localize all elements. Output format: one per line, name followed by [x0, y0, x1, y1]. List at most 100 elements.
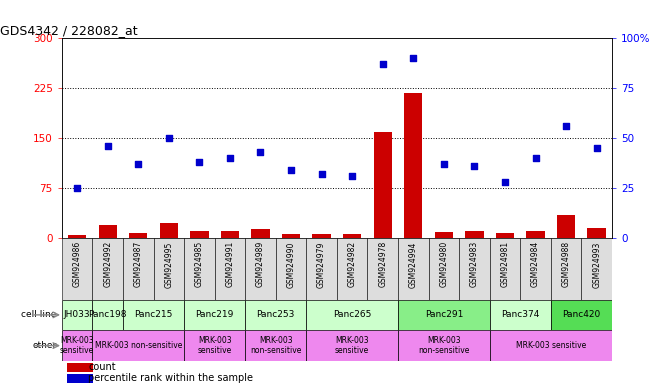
- Bar: [123, 300, 184, 330]
- Text: GDS4342 / 228082_at: GDS4342 / 228082_at: [0, 24, 137, 37]
- Point: [133, 161, 143, 167]
- Bar: [154, 238, 184, 300]
- Bar: [398, 330, 490, 361]
- Text: GSM924993: GSM924993: [592, 241, 601, 288]
- Point: [500, 179, 510, 185]
- Point: [286, 167, 296, 173]
- Text: GSM924990: GSM924990: [286, 241, 296, 288]
- Text: MRK-003
sensitive: MRK-003 sensitive: [335, 336, 369, 355]
- Point: [163, 135, 174, 141]
- Bar: [62, 330, 92, 361]
- Bar: [221, 232, 239, 238]
- Bar: [184, 300, 245, 330]
- Text: cell line: cell line: [21, 310, 57, 319]
- Bar: [404, 93, 422, 238]
- Bar: [307, 300, 398, 330]
- Text: Panc198: Panc198: [89, 310, 127, 319]
- Point: [439, 161, 449, 167]
- Point: [102, 143, 113, 149]
- Text: GSM924980: GSM924980: [439, 241, 449, 287]
- Text: GSM924994: GSM924994: [409, 241, 418, 288]
- Bar: [490, 238, 520, 300]
- Bar: [67, 374, 93, 383]
- Point: [316, 171, 327, 177]
- Bar: [62, 238, 92, 300]
- Bar: [282, 234, 300, 238]
- Bar: [490, 300, 551, 330]
- Bar: [496, 233, 514, 238]
- Text: GSM924983: GSM924983: [470, 241, 479, 287]
- Bar: [581, 238, 612, 300]
- Bar: [490, 330, 612, 361]
- Bar: [68, 235, 87, 238]
- Text: MRK-003 sensitive: MRK-003 sensitive: [516, 341, 586, 350]
- Text: Panc374: Panc374: [501, 310, 540, 319]
- Text: Panc253: Panc253: [256, 310, 295, 319]
- Bar: [245, 238, 276, 300]
- Text: Panc420: Panc420: [562, 310, 600, 319]
- Point: [255, 149, 266, 155]
- Point: [347, 173, 357, 179]
- Text: GSM924978: GSM924978: [378, 241, 387, 287]
- Point: [72, 185, 82, 191]
- Bar: [367, 238, 398, 300]
- Bar: [587, 228, 606, 238]
- Bar: [215, 238, 245, 300]
- Text: MRK-003 non-sensitive: MRK-003 non-sensitive: [94, 341, 182, 350]
- Point: [408, 55, 419, 61]
- Text: GSM924995: GSM924995: [164, 241, 173, 288]
- Bar: [398, 300, 490, 330]
- Text: JH033: JH033: [64, 310, 90, 319]
- Bar: [343, 234, 361, 238]
- Point: [225, 155, 235, 161]
- Text: percentile rank within the sample: percentile rank within the sample: [89, 373, 253, 383]
- Bar: [435, 232, 453, 238]
- Text: Panc291: Panc291: [424, 310, 463, 319]
- Bar: [307, 238, 337, 300]
- Point: [469, 163, 480, 169]
- Bar: [520, 238, 551, 300]
- Bar: [123, 238, 154, 300]
- Bar: [307, 330, 398, 361]
- Text: MRK-003
sensitive: MRK-003 sensitive: [60, 336, 94, 355]
- Text: GSM924987: GSM924987: [133, 241, 143, 287]
- Text: GSM924991: GSM924991: [225, 241, 234, 287]
- Text: GSM924982: GSM924982: [348, 241, 357, 287]
- Bar: [312, 234, 331, 238]
- Text: MRK-003
sensitive: MRK-003 sensitive: [197, 336, 232, 355]
- Text: Panc265: Panc265: [333, 310, 371, 319]
- Bar: [184, 330, 245, 361]
- Bar: [527, 232, 545, 238]
- Bar: [184, 238, 215, 300]
- Text: GSM924992: GSM924992: [104, 241, 112, 287]
- Bar: [374, 132, 392, 238]
- Bar: [398, 238, 428, 300]
- Bar: [190, 232, 208, 238]
- Text: GSM924979: GSM924979: [317, 241, 326, 288]
- Bar: [98, 225, 117, 238]
- Text: GSM924989: GSM924989: [256, 241, 265, 287]
- Bar: [428, 238, 459, 300]
- Bar: [465, 232, 484, 238]
- Point: [561, 123, 572, 129]
- Bar: [251, 229, 270, 238]
- Bar: [62, 300, 92, 330]
- Bar: [159, 223, 178, 238]
- Bar: [551, 300, 612, 330]
- Text: GSM924985: GSM924985: [195, 241, 204, 287]
- Text: MRK-003
non-sensitive: MRK-003 non-sensitive: [250, 336, 301, 355]
- Bar: [129, 233, 147, 238]
- Text: other: other: [32, 341, 57, 350]
- Text: GSM924984: GSM924984: [531, 241, 540, 287]
- Bar: [245, 300, 307, 330]
- Text: GSM924981: GSM924981: [501, 241, 510, 287]
- Text: GSM924986: GSM924986: [73, 241, 81, 287]
- Bar: [92, 300, 123, 330]
- Text: count: count: [89, 362, 116, 372]
- Text: MRK-003
non-sensitive: MRK-003 non-sensitive: [418, 336, 469, 355]
- Bar: [337, 238, 367, 300]
- Bar: [92, 330, 184, 361]
- Text: GSM924988: GSM924988: [562, 241, 570, 287]
- Text: Panc215: Panc215: [134, 310, 173, 319]
- Bar: [459, 238, 490, 300]
